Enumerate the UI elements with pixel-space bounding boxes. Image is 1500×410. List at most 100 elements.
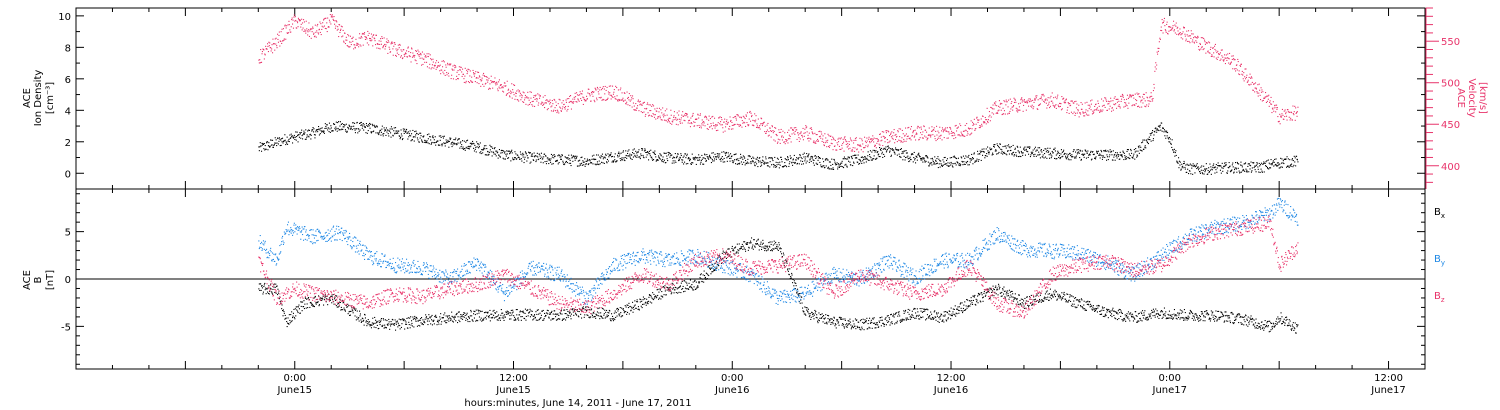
data-point bbox=[1192, 163, 1194, 165]
data-point bbox=[685, 163, 687, 165]
data-point bbox=[1088, 108, 1090, 110]
data-point bbox=[979, 150, 981, 152]
data-point bbox=[284, 134, 286, 136]
data-point bbox=[1130, 94, 1132, 96]
data-point bbox=[334, 20, 336, 22]
data-point bbox=[751, 161, 753, 163]
data-point bbox=[1151, 95, 1153, 97]
data-point bbox=[1022, 154, 1024, 156]
data-point bbox=[1151, 98, 1153, 100]
data-point bbox=[1042, 94, 1044, 96]
data-point bbox=[427, 138, 429, 140]
data-point bbox=[964, 157, 966, 159]
data-point bbox=[301, 18, 303, 20]
data-point bbox=[944, 128, 946, 130]
data-point bbox=[463, 140, 465, 142]
data-point bbox=[852, 165, 854, 167]
data-point bbox=[520, 153, 522, 155]
data-point bbox=[1286, 115, 1288, 117]
data-point bbox=[454, 139, 456, 141]
data-point bbox=[618, 100, 620, 102]
data-point bbox=[385, 134, 387, 136]
data-point bbox=[768, 134, 770, 136]
data-point bbox=[596, 163, 598, 165]
data-point bbox=[1043, 95, 1045, 97]
data-point bbox=[843, 167, 845, 169]
data-point bbox=[777, 162, 779, 164]
data-point bbox=[1117, 154, 1119, 156]
data-point bbox=[840, 165, 842, 167]
data-point bbox=[923, 125, 925, 127]
data-point bbox=[368, 124, 370, 126]
data-point bbox=[323, 131, 325, 133]
data-point bbox=[1249, 168, 1251, 170]
data-point bbox=[661, 161, 663, 163]
data-point bbox=[1111, 150, 1113, 152]
data-point bbox=[322, 26, 324, 28]
data-point bbox=[587, 164, 589, 166]
data-point bbox=[353, 48, 355, 50]
data-point bbox=[441, 60, 443, 62]
data-point bbox=[1032, 151, 1034, 153]
data-point bbox=[697, 114, 699, 116]
data-point bbox=[1216, 58, 1218, 60]
data-point bbox=[771, 164, 773, 166]
data-point bbox=[369, 37, 371, 39]
data-point bbox=[645, 113, 647, 115]
data-point bbox=[520, 158, 522, 160]
data-point bbox=[609, 92, 611, 94]
data-point bbox=[430, 139, 432, 141]
data-point bbox=[920, 126, 922, 128]
data-point bbox=[421, 140, 423, 142]
data-point bbox=[1183, 160, 1185, 162]
data-point bbox=[480, 80, 482, 82]
data-point bbox=[561, 102, 563, 104]
data-point bbox=[308, 35, 310, 37]
data-point bbox=[550, 106, 552, 108]
data-point bbox=[314, 296, 316, 298]
data-point bbox=[724, 130, 726, 132]
data-point bbox=[529, 162, 531, 164]
data-point bbox=[681, 161, 683, 163]
data-point bbox=[341, 26, 343, 28]
data-point bbox=[523, 154, 525, 156]
data-point bbox=[584, 158, 586, 160]
data-point bbox=[478, 144, 480, 146]
data-point bbox=[589, 93, 591, 95]
data-point bbox=[787, 142, 789, 144]
data-point bbox=[622, 150, 624, 152]
data-point bbox=[907, 158, 909, 160]
data-point bbox=[1031, 104, 1033, 106]
data-point bbox=[904, 159, 906, 161]
data-point bbox=[314, 295, 316, 297]
data-point bbox=[361, 33, 363, 35]
data-point bbox=[348, 124, 350, 126]
data-point bbox=[571, 156, 573, 158]
data-point bbox=[804, 128, 806, 130]
data-point bbox=[955, 164, 957, 166]
data-point bbox=[605, 89, 607, 91]
data-point bbox=[1054, 157, 1056, 159]
data-point bbox=[443, 142, 445, 144]
data-point bbox=[736, 163, 738, 165]
data-point bbox=[266, 288, 268, 290]
data-point bbox=[534, 105, 536, 107]
data-point bbox=[906, 138, 908, 140]
data-point bbox=[1116, 101, 1118, 103]
data-point bbox=[846, 146, 848, 148]
data-point bbox=[519, 90, 521, 92]
data-point bbox=[407, 131, 409, 133]
data-point bbox=[730, 157, 732, 159]
data-point bbox=[278, 140, 280, 142]
data-point bbox=[879, 147, 881, 149]
data-point bbox=[1220, 172, 1222, 174]
data-point bbox=[621, 99, 623, 101]
data-point bbox=[1290, 117, 1292, 119]
data-point bbox=[985, 123, 987, 125]
data-point bbox=[761, 118, 763, 120]
data-point bbox=[401, 135, 403, 137]
data-point bbox=[716, 124, 718, 126]
data-point bbox=[767, 165, 769, 167]
data-point bbox=[609, 94, 611, 96]
data-point bbox=[471, 143, 473, 145]
